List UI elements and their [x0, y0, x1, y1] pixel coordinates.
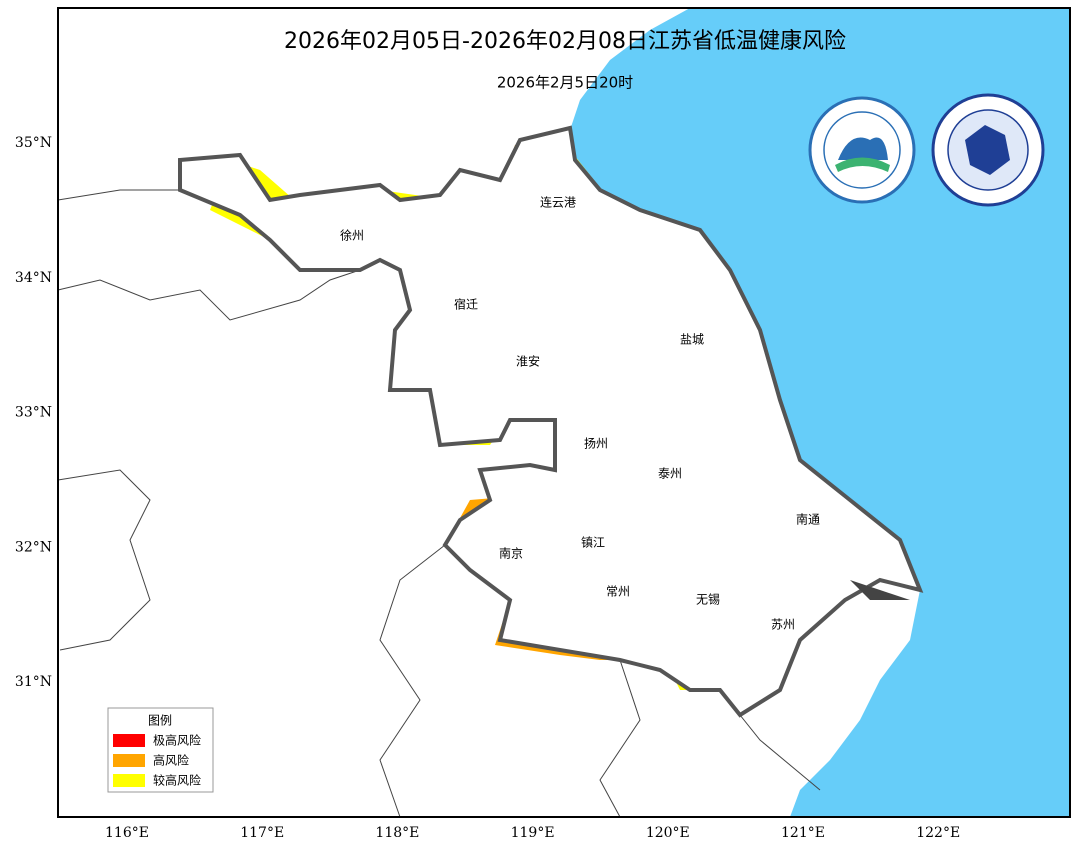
map-frame [57, 7, 1071, 818]
longitude-label: 117°E [240, 825, 284, 841]
longitude-label: 118°E [375, 825, 419, 841]
legend-swatch [113, 734, 145, 747]
legend-label: 高风险 [153, 753, 189, 768]
province-border [57, 189, 821, 818]
logo [931, 93, 1045, 207]
legend-swatch [113, 754, 145, 767]
city-label: 徐州 [340, 228, 364, 243]
longitude-label: 121°E [781, 825, 825, 841]
city-label: 南京 [499, 546, 523, 561]
longitude-label: 119°E [511, 825, 555, 841]
city-label: 淮安 [516, 354, 540, 369]
city-label: 镇江 [581, 536, 605, 550]
city-label: 泰州 [658, 467, 682, 481]
city-label: 宿迁 [454, 297, 478, 312]
legend-title: 图例 [148, 714, 172, 728]
latitude-label: 31°N [15, 674, 52, 690]
legend-swatch [113, 774, 145, 787]
city-label: 常州 [606, 585, 630, 599]
longitude-label: 122°E [916, 825, 960, 841]
map-title: 2026年02月05日-2026年02月08日江苏省低温健康风险 [284, 29, 846, 54]
longitude-label: 116°E [105, 825, 149, 841]
legend-label: 极高风险 [153, 733, 201, 748]
latitude-label: 35°N [15, 135, 52, 151]
sea [570, 8, 1070, 817]
map-subtitle: 2026年2月5日20时 [497, 74, 633, 92]
city-label: 盐城 [680, 333, 704, 347]
latitude-label: 32°N [15, 539, 52, 555]
city-label: 苏州 [771, 618, 795, 632]
city-label: 南通 [796, 512, 820, 527]
longitude-label: 120°E [646, 825, 690, 841]
island [850, 580, 910, 600]
latitude-label: 34°N [15, 270, 52, 286]
city-label: 扬州 [584, 436, 608, 451]
legend-label: 较高风险 [153, 773, 201, 788]
latitude-label: 33°N [15, 405, 52, 421]
logo [808, 96, 916, 204]
city-label: 无锡 [696, 592, 720, 607]
city-label: 连云港 [540, 195, 576, 210]
